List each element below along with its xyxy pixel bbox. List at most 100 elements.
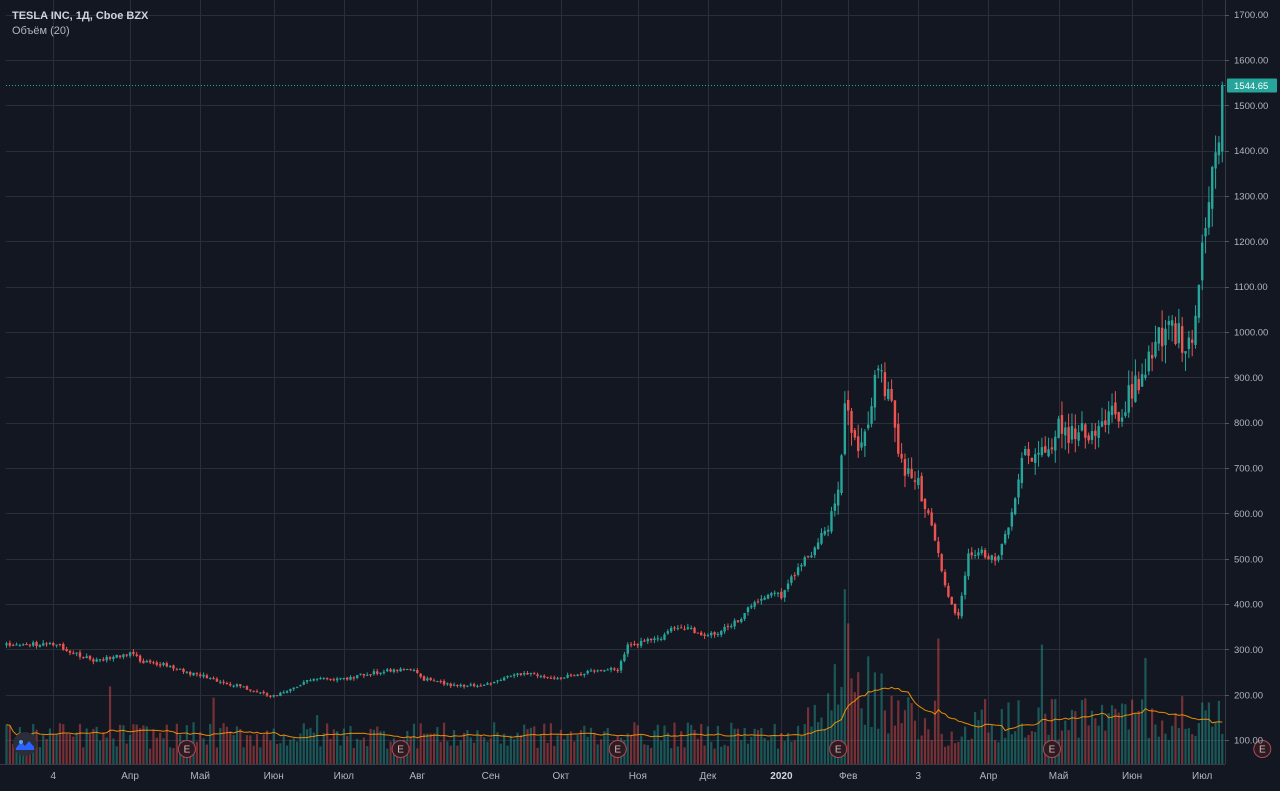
volume-bar xyxy=(108,686,112,764)
volume-bar xyxy=(543,723,546,764)
volume-bar xyxy=(222,723,225,764)
candle-body xyxy=(586,670,589,674)
volume-bar xyxy=(1217,700,1221,764)
candle xyxy=(102,657,105,662)
candle xyxy=(122,653,125,660)
volume-bar xyxy=(947,745,950,764)
candle-body xyxy=(553,677,556,679)
candle-body xyxy=(910,469,913,479)
volume-bar xyxy=(389,741,392,764)
candle xyxy=(466,685,469,688)
candle xyxy=(780,588,783,600)
candle xyxy=(776,591,780,598)
price-tick-label: 1400.00 xyxy=(1234,146,1268,157)
volume-bar xyxy=(857,672,860,764)
chart-legend: TESLA INC, 1Д, Cboe BZX Объём (20) xyxy=(12,9,148,39)
candle xyxy=(1180,317,1184,362)
volume-bar xyxy=(282,734,285,764)
candle-body xyxy=(619,661,623,671)
candle xyxy=(8,640,12,648)
candle xyxy=(162,661,165,667)
candle xyxy=(11,643,15,647)
candle xyxy=(45,641,48,647)
candle-body xyxy=(867,424,870,429)
candle xyxy=(920,472,923,502)
volume-bar xyxy=(152,729,155,764)
volume-indicator-label[interactable]: Объём (20) xyxy=(12,25,70,37)
candle xyxy=(559,677,563,681)
candle-body xyxy=(322,677,325,679)
price-tick-label: 300.00 xyxy=(1234,645,1263,656)
volume-bar xyxy=(743,727,746,764)
candle-body xyxy=(359,673,362,675)
symbol-title[interactable]: TESLA INC, 1Д, Cboe BZX xyxy=(12,10,149,22)
volume-bar xyxy=(1070,709,1074,764)
volume-bar xyxy=(683,747,686,764)
time-axis[interactable]: 4 Апр Май Июн Июл Авг Сен Окт Ноя Дек 2020 Фев 3 Апр М… xyxy=(0,764,1225,783)
candle xyxy=(960,592,963,619)
candle-body xyxy=(115,655,118,658)
candle-body xyxy=(1137,379,1140,391)
candle xyxy=(449,682,452,689)
volume-bar xyxy=(1024,737,1027,764)
volume-bar xyxy=(359,740,362,764)
candle-body xyxy=(850,411,853,433)
candle-body xyxy=(85,656,88,658)
candle xyxy=(766,593,770,600)
time-tick-label: Фев xyxy=(839,771,857,782)
candle xyxy=(182,667,185,674)
price-tick-label: 1500.00 xyxy=(1234,101,1268,112)
volume-bar xyxy=(1130,699,1134,764)
candle xyxy=(1017,473,1020,505)
candle-body xyxy=(219,681,222,683)
candle-body xyxy=(1080,423,1084,431)
volume-bar xyxy=(1204,710,1207,764)
candle-body xyxy=(1157,327,1160,344)
time-tick-label: Апр xyxy=(980,771,998,782)
candle xyxy=(55,644,58,648)
volume-bar xyxy=(225,726,229,764)
candle-body xyxy=(690,628,693,629)
candle-body xyxy=(806,556,810,558)
candle-body xyxy=(339,678,342,680)
candle xyxy=(553,675,556,680)
candle xyxy=(1184,351,1187,371)
candle xyxy=(349,675,352,681)
candle xyxy=(659,636,663,642)
volume-bar xyxy=(259,747,262,764)
candle-body xyxy=(583,673,586,676)
tradingview-logo-icon[interactable] xyxy=(13,732,37,756)
candle-body xyxy=(32,642,35,646)
candle-body xyxy=(376,671,379,674)
candle-body xyxy=(48,643,52,644)
volume-bar xyxy=(850,678,853,764)
volume-bar xyxy=(957,741,960,764)
candle xyxy=(18,643,22,647)
candle-body xyxy=(760,598,763,601)
volume-bar xyxy=(279,743,282,764)
candle xyxy=(629,642,633,648)
candle xyxy=(977,548,980,559)
candle-body xyxy=(295,686,299,688)
volume-bar xyxy=(135,724,138,764)
earnings-circle xyxy=(829,740,848,758)
volume-bar xyxy=(1044,713,1047,764)
candle xyxy=(796,563,800,577)
candle xyxy=(700,630,703,636)
candle-body xyxy=(302,682,305,685)
candle-body xyxy=(793,575,796,577)
price-tick-label: 800.00 xyxy=(1234,418,1263,429)
volume-bar xyxy=(85,728,88,764)
candle xyxy=(506,675,509,679)
price-axis[interactable]: 1700.00 1600.00 1500.00 1400.00 1300.00 1200.… xyxy=(1225,0,1277,764)
candle-body xyxy=(599,669,603,671)
candle xyxy=(1194,305,1197,349)
candle xyxy=(1130,371,1134,408)
candle-body xyxy=(683,628,686,630)
candle xyxy=(242,685,245,688)
volume-bar xyxy=(1040,644,1043,764)
candle xyxy=(993,552,997,566)
candle xyxy=(686,623,690,630)
candle xyxy=(1217,136,1221,165)
